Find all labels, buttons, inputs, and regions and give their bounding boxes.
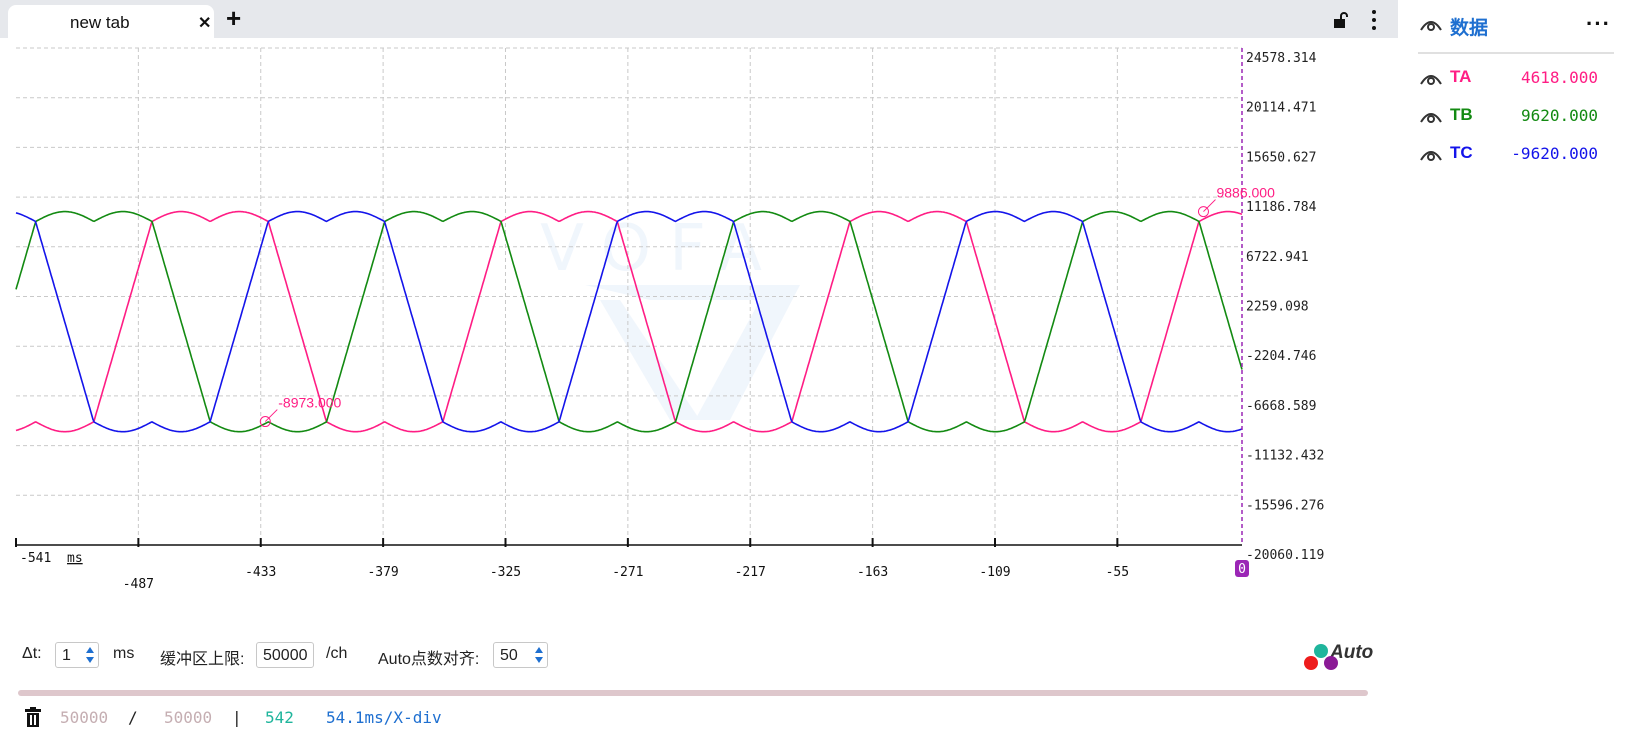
- eye-icon[interactable]: [1420, 72, 1442, 86]
- x-tick-label: -271: [612, 565, 643, 580]
- x-axis-unit: ms: [67, 551, 83, 566]
- x-tick-label: -163: [857, 565, 888, 580]
- channel-name: TB: [1450, 105, 1473, 124]
- channel-name: TA: [1450, 67, 1472, 86]
- new-tab-icon[interactable]: +: [226, 3, 242, 33]
- channel-value: 9620.000: [1520, 106, 1598, 125]
- y-tick-label: -6668.589: [1246, 399, 1316, 414]
- status-slash: /: [128, 708, 138, 727]
- annotation-leader: [264, 409, 278, 422]
- x-tick-label: -109: [979, 565, 1010, 580]
- point-count: 542: [265, 708, 294, 727]
- trash-icon[interactable]: [24, 707, 42, 727]
- spin-arrows-icon[interactable]: [85, 645, 95, 665]
- channel-value: -9620.000: [1511, 144, 1598, 163]
- waveform-chart[interactable]: VOFA 24578.314 20114.471 15650.627 11186.78…: [0, 38, 1398, 628]
- dt-value: 1: [62, 647, 71, 664]
- annotation-marker: [259, 416, 271, 428]
- buffer-count-max: 50000: [164, 708, 213, 727]
- dt-spinbox[interactable]: 1: [55, 642, 99, 668]
- channel-row-tb[interactable]: TB 9620.000: [1398, 98, 1632, 132]
- status-bar: 50000 / 50000 | 542 54.1ms/X-div: [0, 700, 1398, 734]
- y-tick-label: 6722.941: [1246, 250, 1309, 265]
- more-vertical-icon[interactable]: [1369, 9, 1379, 31]
- status-pipe: |: [232, 708, 242, 727]
- annotation-label: -8973.000: [278, 395, 341, 411]
- series-layer: [15, 210, 1243, 433]
- tab-new-tab[interactable]: new tab ✕: [8, 5, 214, 38]
- y-tick-label: 15650.627: [1246, 150, 1316, 165]
- x-tick-label: -541: [20, 551, 51, 566]
- dt-unit: ms: [113, 645, 135, 662]
- y-tick-label: -2204.746: [1246, 349, 1316, 364]
- buffer-value: 50000: [263, 647, 308, 664]
- align-spinbox[interactable]: 50: [493, 642, 548, 668]
- auto-button[interactable]: Auto: [1330, 642, 1374, 663]
- slider-knob-teal[interactable]: [1314, 644, 1328, 658]
- y-tick-label: 20114.471: [1246, 101, 1316, 116]
- align-value: 50: [500, 647, 518, 664]
- y-tick-label: 2259.098: [1246, 300, 1309, 315]
- unlock-icon[interactable]: [1332, 11, 1350, 29]
- data-panel: 数据 ··· TA 4618.000 TB 9620.000 TC -9620.…: [1398, 0, 1632, 734]
- x-tick-label: -55: [1106, 565, 1129, 580]
- close-tab-icon[interactable]: ✕: [198, 15, 212, 32]
- eye-icon[interactable]: [1420, 110, 1442, 124]
- annotation-marker: [1197, 206, 1209, 218]
- x-tick-label: -487: [123, 577, 154, 592]
- spin-arrows-icon[interactable]: [534, 645, 544, 665]
- eye-icon[interactable]: [1420, 148, 1442, 162]
- x-scale: 54.1ms/X-div: [326, 708, 442, 727]
- y-tick-label: -11132.432: [1246, 449, 1324, 464]
- buffer-input[interactable]: 50000: [256, 642, 314, 668]
- align-label: Auto点数对齐:: [378, 651, 480, 668]
- cursor-zero-badge: 0: [1235, 560, 1249, 577]
- channel-row-ta[interactable]: TA 4618.000: [1398, 60, 1632, 94]
- slider-knob-purple[interactable]: [1324, 656, 1338, 670]
- grid-lines: [16, 47, 1242, 545]
- axis-layer: 24578.314 20114.471 15650.627 11186.784 6722…: [15, 48, 1324, 592]
- x-tick-label: -325: [490, 565, 521, 580]
- buffer-unit: /ch: [326, 645, 348, 662]
- annotation-leader: [1203, 199, 1216, 212]
- history-slider[interactable]: [18, 690, 1368, 696]
- x-tick-label: 0: [1238, 562, 1246, 577]
- eye-icon[interactable]: [1420, 18, 1442, 32]
- more-horizontal-icon[interactable]: ···: [1586, 11, 1611, 36]
- y-tick-label: -15596.276: [1246, 498, 1324, 513]
- series-line-ta: [15, 210, 1243, 433]
- channel-value: 4618.000: [1520, 68, 1598, 87]
- series-line-tb: [15, 210, 1243, 433]
- watermark-text: VOFA: [540, 212, 780, 286]
- tab-title: new tab: [70, 13, 130, 32]
- series-line-tc: [15, 210, 1243, 433]
- buffer-label: 缓冲区上限:: [160, 651, 245, 668]
- bottom-toolbar: Δt: 1 ms 缓冲区上限: 50000 /ch Auto点数对齐: 50 A…: [0, 628, 1398, 684]
- y-tick-label: -20060.119: [1246, 548, 1324, 563]
- tab-bar: new tab ✕ +: [0, 0, 1398, 38]
- channel-name: TC: [1450, 143, 1473, 162]
- cursor-zero-bg: [1235, 560, 1249, 577]
- x-tick-label: -433: [245, 565, 276, 580]
- annotation-layer: 9886.000 -8973.000: [259, 185, 1275, 428]
- channel-row-tc[interactable]: TC -9620.000: [1398, 136, 1632, 170]
- panel-title: 数据: [1450, 18, 1489, 39]
- y-tick-label: 11186.784: [1246, 200, 1317, 215]
- panel-divider: [1418, 52, 1614, 54]
- slider-knob-red[interactable]: [1304, 656, 1318, 670]
- buffer-count-current: 50000: [60, 708, 109, 727]
- x-tick-label: -217: [735, 565, 766, 580]
- x-tick-label: -379: [367, 565, 398, 580]
- annotation-label: 9886.000: [1216, 185, 1275, 201]
- y-tick-label: 24578.314: [1246, 51, 1317, 66]
- dt-label: Δt:: [22, 645, 42, 662]
